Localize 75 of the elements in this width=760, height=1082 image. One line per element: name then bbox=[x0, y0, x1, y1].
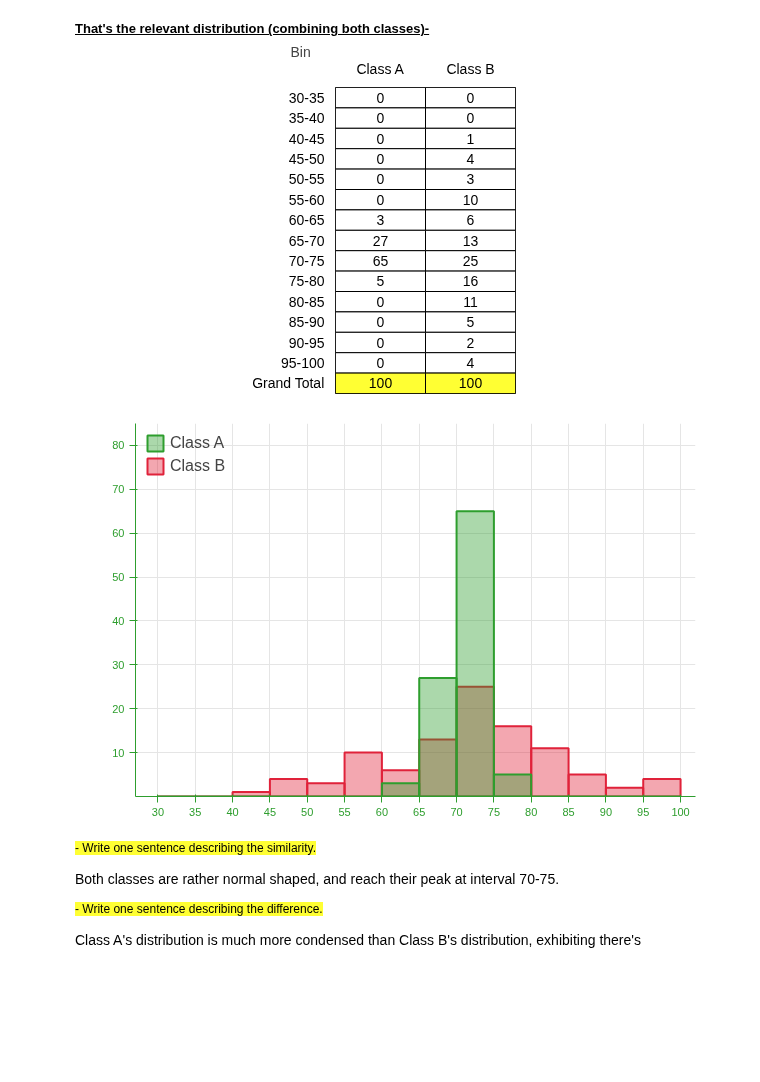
data-label: 3 bbox=[466, 170, 475, 187]
x-tick-label: 80 bbox=[525, 805, 538, 818]
y-tick-label: 60 bbox=[112, 526, 125, 539]
data-label: 11 bbox=[463, 293, 478, 310]
data-label: 27 bbox=[372, 232, 389, 249]
data-label: 0 bbox=[376, 313, 385, 330]
data-label: 3 bbox=[376, 211, 385, 228]
y-tick-label: 75-80 bbox=[288, 272, 325, 289]
x-tick-label: 30 bbox=[151, 805, 165, 818]
x-tick-label: 55 bbox=[338, 805, 351, 818]
y-tick-label: 40 bbox=[112, 614, 125, 627]
data-label: 10 bbox=[462, 191, 479, 208]
y-tick-label: 35-40 bbox=[288, 109, 325, 126]
data-label: 65 bbox=[372, 252, 389, 269]
y-tick-label: 80 bbox=[112, 439, 125, 451]
data-label: 0 bbox=[376, 89, 385, 106]
data-label: 5 bbox=[376, 272, 385, 289]
y-tick-label: 20 bbox=[112, 702, 125, 715]
data-label: 100 bbox=[368, 374, 393, 391]
text: - Write one sentence describing the difference. bbox=[75, 901, 323, 916]
text: Bin bbox=[290, 43, 311, 60]
legend-label: Class A bbox=[170, 433, 225, 452]
x-tick-label: 95 bbox=[637, 805, 650, 818]
y-tick-label: 60-65 bbox=[288, 211, 325, 228]
y-tick-label: 10 bbox=[112, 746, 125, 759]
y-tick-label: 85-90 bbox=[288, 313, 325, 330]
legend-label: Class B bbox=[170, 456, 226, 475]
data-label: 4 bbox=[466, 150, 475, 167]
data-label: 0 bbox=[376, 150, 385, 167]
data-label: 0 bbox=[376, 170, 385, 187]
y-tick-label: 40-45 bbox=[288, 130, 325, 147]
y-tick-label: 45-50 bbox=[288, 150, 325, 167]
y-tick-label: 50-55 bbox=[288, 170, 325, 187]
data-label: 16 bbox=[462, 272, 479, 289]
text: - Write one sentence describing the similarity. bbox=[75, 840, 316, 855]
data-label: 0 bbox=[466, 89, 475, 106]
chart-title: That's the relevant distribution (combining both classes)- bbox=[75, 20, 430, 38]
y-tick-label: 30 bbox=[112, 658, 125, 671]
data-label: 0 bbox=[376, 334, 385, 351]
data-label: 5 bbox=[466, 313, 475, 330]
x-tick-label: 35 bbox=[189, 805, 202, 818]
data-label: 0 bbox=[376, 109, 385, 126]
y-tick-label: 95-100 bbox=[280, 354, 325, 371]
data-label: 6 bbox=[466, 211, 475, 228]
y-tick-label: 50 bbox=[112, 570, 125, 583]
y-tick-label: 65-70 bbox=[288, 232, 325, 249]
text: Class A's distribution is much more condensed than Class B's distribution, exhibiting there's bbox=[75, 930, 641, 950]
y-tick-label: 30-35 bbox=[288, 89, 325, 106]
y-tick-label: 90-95 bbox=[288, 334, 325, 351]
x-tick-label: 75 bbox=[487, 805, 501, 818]
x-tick-label: 60 bbox=[375, 805, 389, 818]
data-label: 0 bbox=[376, 191, 385, 208]
y-tick-label: 80-85 bbox=[288, 293, 325, 310]
data-label: 1 bbox=[466, 130, 475, 147]
y-tick-label: 70 bbox=[112, 482, 125, 495]
y-tick-label: Grand Total bbox=[252, 374, 325, 391]
x-tick-label: 65 bbox=[413, 805, 426, 818]
y-tick-label: 55-60 bbox=[288, 191, 325, 208]
data-label: 0 bbox=[466, 109, 475, 126]
data-label: 13 bbox=[462, 232, 479, 249]
data-label: 25 bbox=[462, 252, 479, 269]
data-label: 0 bbox=[376, 293, 385, 310]
x-tick-label: 100 bbox=[671, 805, 690, 818]
data-label: 0 bbox=[376, 130, 385, 147]
x-tick-label: 70 bbox=[450, 805, 463, 818]
y-tick-label: 70-75 bbox=[288, 252, 325, 269]
data-label: 0 bbox=[376, 354, 385, 371]
x-tick-label: 40 bbox=[226, 805, 239, 818]
x-tick-label: 45 bbox=[263, 805, 277, 818]
x-tick-label: 90 bbox=[599, 805, 613, 818]
text: Both classes are rather normal shaped, and reach their peak at interval 70-75. bbox=[75, 869, 561, 889]
x-tick-label: 85 bbox=[562, 805, 575, 818]
data-label: 4 bbox=[466, 354, 475, 371]
data-label: 2 bbox=[466, 334, 475, 351]
data-label: 100 bbox=[458, 374, 483, 391]
